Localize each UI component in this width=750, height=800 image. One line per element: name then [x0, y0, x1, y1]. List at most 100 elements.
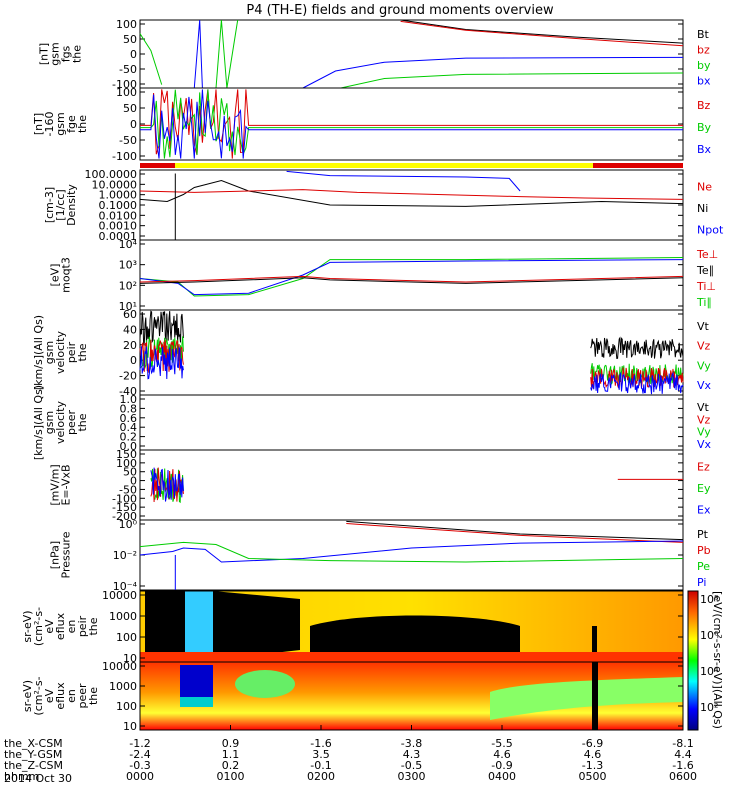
- trace-ne: [139, 189, 684, 200]
- legend-Ez: Ez: [697, 461, 710, 474]
- legend-By: By: [697, 121, 712, 134]
- y-tick-label: 50: [123, 466, 137, 479]
- legend-Bx: Bx: [697, 143, 712, 156]
- legend-Vt: Vt: [697, 401, 710, 414]
- y-axis-label: Pressure[nPa]: [49, 531, 73, 578]
- y-axis-label-line: (cm²-s-: [32, 676, 45, 715]
- trace-vt-early: [139, 310, 184, 345]
- panel-frame: [139, 19, 684, 89]
- y-tick-label: 10³: [119, 259, 137, 272]
- legend-by: by: [697, 59, 711, 72]
- y-tick-label: 10⁰: [119, 518, 138, 531]
- electron-blue-block: [180, 665, 213, 697]
- legend-Vx: Vx: [697, 438, 712, 451]
- mode-bar-red-start: [140, 163, 175, 168]
- y-tick-label: 40: [123, 323, 137, 336]
- y-axis-label-line: peer: [65, 410, 78, 436]
- colorbar-tick: 10⁸: [700, 593, 719, 606]
- y-tick-label: 50: [123, 33, 137, 46]
- x-tick-label: -1.6: [672, 759, 693, 772]
- trace-bz: [400, 20, 684, 47]
- panel-3: 100.000010.00001.00000.10000.01000.00100…: [43, 168, 724, 243]
- y-tick-label: -20: [119, 370, 137, 383]
- colorbar-tick: 10⁶: [700, 629, 719, 642]
- x-tick-label: 0300: [398, 770, 426, 783]
- x-tick-label: 0.9: [222, 737, 240, 750]
- y-axis-label-line: E=-VxB: [60, 464, 73, 505]
- panel-5: 60 40 20 0 -20 -40 thepeirvelocitygsm[km/s](Al…: [32, 308, 712, 398]
- trace-te-perp: [139, 275, 684, 283]
- legend-Pi: Pi: [697, 576, 706, 589]
- y-axis-label-line: eflux: [54, 612, 67, 640]
- y-tick-label: 20: [123, 339, 137, 352]
- y-axis-label-line: [cm-3]: [43, 187, 56, 223]
- legend-Pt: Pt: [697, 528, 709, 541]
- trace-bx: [140, 89, 683, 159]
- y-tick-label: 1000: [109, 680, 137, 693]
- legend-Te⊥: Te⊥: [696, 248, 718, 261]
- panel-9: 10000 1000 100 10 thepeirenefluxeV(cm²-s-sr-…: [21, 589, 684, 665]
- panel-frame: [139, 394, 684, 451]
- y-axis-label-line: eV: [43, 619, 56, 634]
- y-tick-label: 150: [116, 448, 137, 461]
- ion-low-energy-band: [140, 652, 683, 662]
- panels: 100500-50-100thefgsgsm[nT]Btbzbybx100500…: [21, 18, 724, 733]
- y-axis-label-line: [mV/m]: [49, 464, 62, 505]
- y-tick-label: 10⁴: [119, 238, 138, 251]
- y-tick-label: 50: [123, 102, 137, 115]
- trace-ex: [150, 467, 184, 502]
- footer-date: 2014 Oct 30: [4, 772, 72, 785]
- y-axis-label-line: en: [65, 689, 78, 703]
- trace-vx-early: [139, 346, 184, 380]
- mode-bar-yellow: [175, 163, 593, 168]
- y-tick-label: 100: [116, 18, 137, 31]
- legend-Vz: Vz: [697, 340, 711, 353]
- panel-10: 10000 1000 100 10 thepeerenefluxeV(cm²-s-sr-…: [21, 660, 684, 733]
- x-row-label: the_Z-CSM: [4, 759, 63, 772]
- electron-black-stripe: [592, 662, 598, 730]
- legend-Pb: Pb: [697, 544, 711, 557]
- y-tick-label: 0.4: [120, 421, 138, 434]
- y-tick-label: -100: [112, 492, 137, 505]
- colorbar: [eV/(cm²-s-sr-eV)](All Qs) 10⁸ 10⁶ 10⁴ 10²: [687, 590, 724, 731]
- y-axis-label-line: [1/cc]: [54, 189, 67, 220]
- y-axis-label-line: [km/s](All Qs): [32, 385, 45, 460]
- x-tick-label: -1.3: [582, 759, 603, 772]
- y-tick-label: 0.0010: [99, 220, 138, 233]
- y-axis-label-line: the: [76, 413, 89, 431]
- trace-ti-par: [139, 257, 684, 297]
- y-axis-label-line: velocity: [54, 401, 67, 444]
- y-axis-label-line: en: [65, 620, 78, 634]
- y-tick-label: -50: [119, 63, 137, 76]
- y-axis-label-line: peir: [76, 615, 89, 637]
- y-tick-label: 0.1000: [99, 199, 138, 212]
- legend-Bz: Bz: [697, 99, 711, 112]
- y-tick-label: 0: [130, 118, 137, 131]
- legend-Ti⊥: Ti⊥: [696, 280, 716, 293]
- x-tick-label: 0.2: [222, 759, 240, 772]
- x-tick-label: -1.6: [310, 737, 331, 750]
- y-axis-label-line: [eV]: [49, 264, 62, 287]
- trace-by-early: [139, 33, 163, 85]
- x-tick-label: -3.8: [401, 737, 422, 750]
- y-tick-label: 1000: [109, 610, 137, 623]
- trace-bz: [140, 89, 683, 159]
- y-tick-label: 100: [116, 86, 137, 99]
- x-row-label: the_X-CSM: [4, 737, 63, 750]
- legend-bx: bx: [697, 74, 711, 87]
- y-tick-label: 1.0000: [99, 189, 138, 202]
- x-tick-label: 4.6: [584, 748, 602, 761]
- trace-pt: [346, 520, 684, 541]
- y-tick-label: -50: [119, 134, 137, 147]
- y-axis-label-line: [km/s](All Qs): [32, 315, 45, 390]
- y-axis-label-line: the: [87, 617, 100, 635]
- y-axis-label-line: the: [87, 687, 100, 705]
- y-tick-label: 0: [130, 354, 137, 367]
- electron-cyan-block: [180, 697, 213, 707]
